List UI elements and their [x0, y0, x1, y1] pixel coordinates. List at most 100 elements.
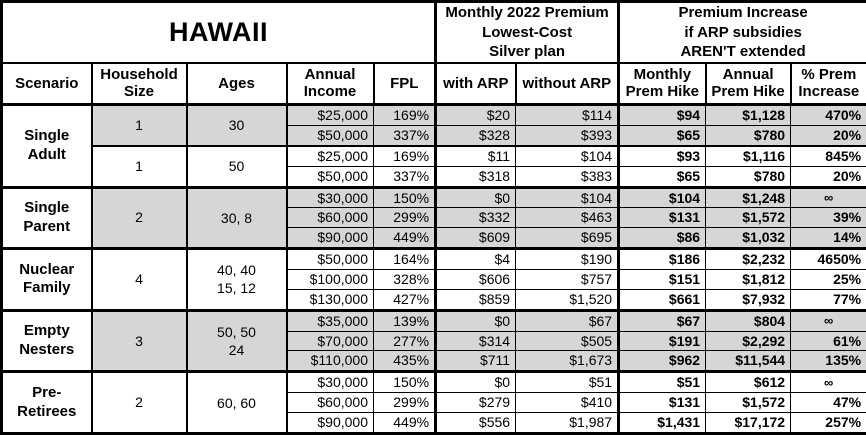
without-arp-cell: $463: [515, 207, 621, 229]
income-cell: $25,000: [286, 144, 374, 167]
without-arp-cell: $505: [515, 330, 621, 352]
fpl-cell: 169%: [372, 103, 438, 126]
income-cell: $30,000: [286, 370, 374, 394]
annual-hike-cell: $780: [705, 165, 792, 188]
annual-hike-cell: $11,544: [705, 350, 792, 373]
household-size-cell: 3: [91, 308, 188, 373]
table-row: $110,000 435% $711 $1,673 $962 $11,544 135%: [2, 350, 866, 373]
annual-hike-cell: $1,572: [705, 392, 792, 414]
income-cell: $90,000: [286, 227, 374, 250]
fpl-cell: 299%: [372, 392, 438, 414]
without-arp-cell: $1,520: [515, 288, 621, 311]
fpl-cell: 150%: [372, 370, 438, 394]
monthly-hike-cell: $661: [618, 288, 707, 311]
income-cell: $90,000: [286, 412, 374, 434]
table-row: $50,000 337% $318 $383 $65 $780 20%: [2, 165, 866, 188]
scenario-cell: Empty Nesters: [1, 308, 93, 373]
without-arp-cell: $410: [515, 392, 621, 414]
with-arp-cell: $314: [435, 330, 517, 352]
pct-increase-cell: 20%: [790, 165, 866, 188]
with-arp-cell: $609: [435, 227, 517, 250]
monthly-hike-cell: $131: [618, 392, 707, 414]
col-header-without-arp: without ARP: [514, 61, 621, 106]
with-arp-cell: $859: [435, 288, 517, 311]
income-cell: $50,000: [286, 124, 374, 147]
annual-hike-cell: $804: [705, 308, 792, 332]
col-header-fpl: FPL: [372, 61, 438, 106]
with-arp-cell: $279: [435, 392, 517, 414]
col-header-monthly-prem-hike: Monthly Prem Hike: [617, 61, 707, 106]
fpl-cell: 435%: [372, 350, 438, 373]
income-cell: $60,000: [286, 207, 374, 229]
annual-hike-cell: $1,128: [705, 103, 792, 126]
income-cell: $110,000: [286, 350, 374, 373]
monthly-hike-cell: $186: [618, 247, 707, 271]
pct-increase-cell: 25%: [790, 269, 866, 290]
pct-increase-cell: 4650%: [790, 247, 866, 271]
without-arp-cell: $104: [515, 144, 621, 167]
table-row: $60,000 299% $279 $410 $131 $1,572 47%: [2, 392, 866, 414]
monthly-hike-cell: $67: [618, 308, 707, 332]
annual-hike-cell: $2,232: [705, 247, 792, 271]
pct-increase-cell: ∞: [790, 308, 866, 332]
fpl-cell: 328%: [372, 269, 438, 290]
monthly-hike-cell: $191: [618, 330, 707, 352]
income-cell: $25,000: [286, 103, 374, 126]
column-header-row: Scenario Household Size Ages Annual Inco…: [0, 61, 866, 106]
pct-increase-cell: 845%: [790, 144, 866, 167]
with-arp-cell: $11: [435, 144, 517, 167]
income-cell: $35,000: [286, 308, 374, 332]
fpl-cell: 449%: [372, 412, 438, 434]
income-cell: $100,000: [286, 269, 374, 290]
monthly-hike-cell: $51: [618, 370, 707, 394]
household-size-cell: 1: [91, 144, 188, 188]
fpl-cell: 337%: [372, 124, 438, 147]
annual-hike-cell: $1,812: [705, 269, 792, 290]
table-row: Single Parent 2 30, 8 $30,000 150% $0 $104 $104 $…: [1, 185, 866, 250]
fpl-cell: 277%: [372, 330, 438, 352]
ages-cell: 50, 50 24: [186, 308, 288, 373]
annual-hike-cell: $1,572: [705, 207, 792, 229]
without-arp-cell: $190: [515, 247, 621, 271]
monthly-hike-cell: $86: [618, 227, 707, 250]
fpl-cell: 150%: [372, 185, 438, 209]
ages-cell: 60, 60: [186, 370, 288, 434]
scenario-cell: Pre- Retirees: [1, 370, 93, 434]
income-cell: $130,000: [286, 288, 374, 311]
without-arp-cell: $393: [515, 124, 621, 147]
monthly-hike-cell: $65: [618, 165, 707, 188]
table-row: $100,000 328% $606 $757 $151 $1,812 25%: [2, 269, 866, 290]
increase-group-header: Premium Increase if ARP subsidies AREN'T e…: [617, 0, 866, 64]
fpl-cell: 139%: [372, 308, 438, 332]
without-arp-cell: $114: [515, 103, 621, 126]
annual-hike-cell: $780: [705, 124, 792, 147]
col-header-annual-prem-hike: Annual Prem Hike: [704, 61, 792, 106]
fpl-cell: 169%: [372, 144, 438, 167]
annual-hike-cell: $612: [705, 370, 792, 394]
with-arp-cell: $4: [435, 247, 517, 271]
col-header-annual-income: Annual Income: [285, 61, 374, 106]
pct-increase-cell: ∞: [790, 185, 866, 209]
with-arp-cell: $711: [435, 350, 517, 373]
monthly-hike-cell: $93: [618, 144, 707, 167]
with-arp-cell: $556: [435, 412, 517, 434]
annual-hike-cell: $1,032: [705, 227, 792, 250]
ages-cell: 30: [186, 102, 288, 147]
fpl-cell: 449%: [372, 227, 438, 250]
table-row: $90,000 449% $609 $695 $86 $1,032 14%: [2, 227, 866, 250]
annual-hike-cell: $17,172: [705, 412, 792, 434]
with-arp-cell: $606: [435, 269, 517, 290]
without-arp-cell: $104: [515, 185, 621, 209]
without-arp-cell: $383: [515, 165, 621, 188]
household-size-cell: 1: [91, 102, 188, 147]
with-arp-cell: $318: [435, 165, 517, 188]
fpl-cell: 299%: [372, 207, 438, 229]
col-header-scenario: Scenario: [0, 61, 93, 106]
with-arp-cell: $0: [435, 370, 517, 394]
scenario-cell: Single Adult: [1, 103, 93, 188]
premium-group-header: Monthly 2022 Premium Lowest-Cost Silver pl…: [434, 0, 620, 64]
monthly-hike-cell: $65: [618, 124, 707, 147]
monthly-hike-cell: $1,431: [618, 412, 707, 434]
monthly-hike-cell: $151: [618, 269, 707, 290]
